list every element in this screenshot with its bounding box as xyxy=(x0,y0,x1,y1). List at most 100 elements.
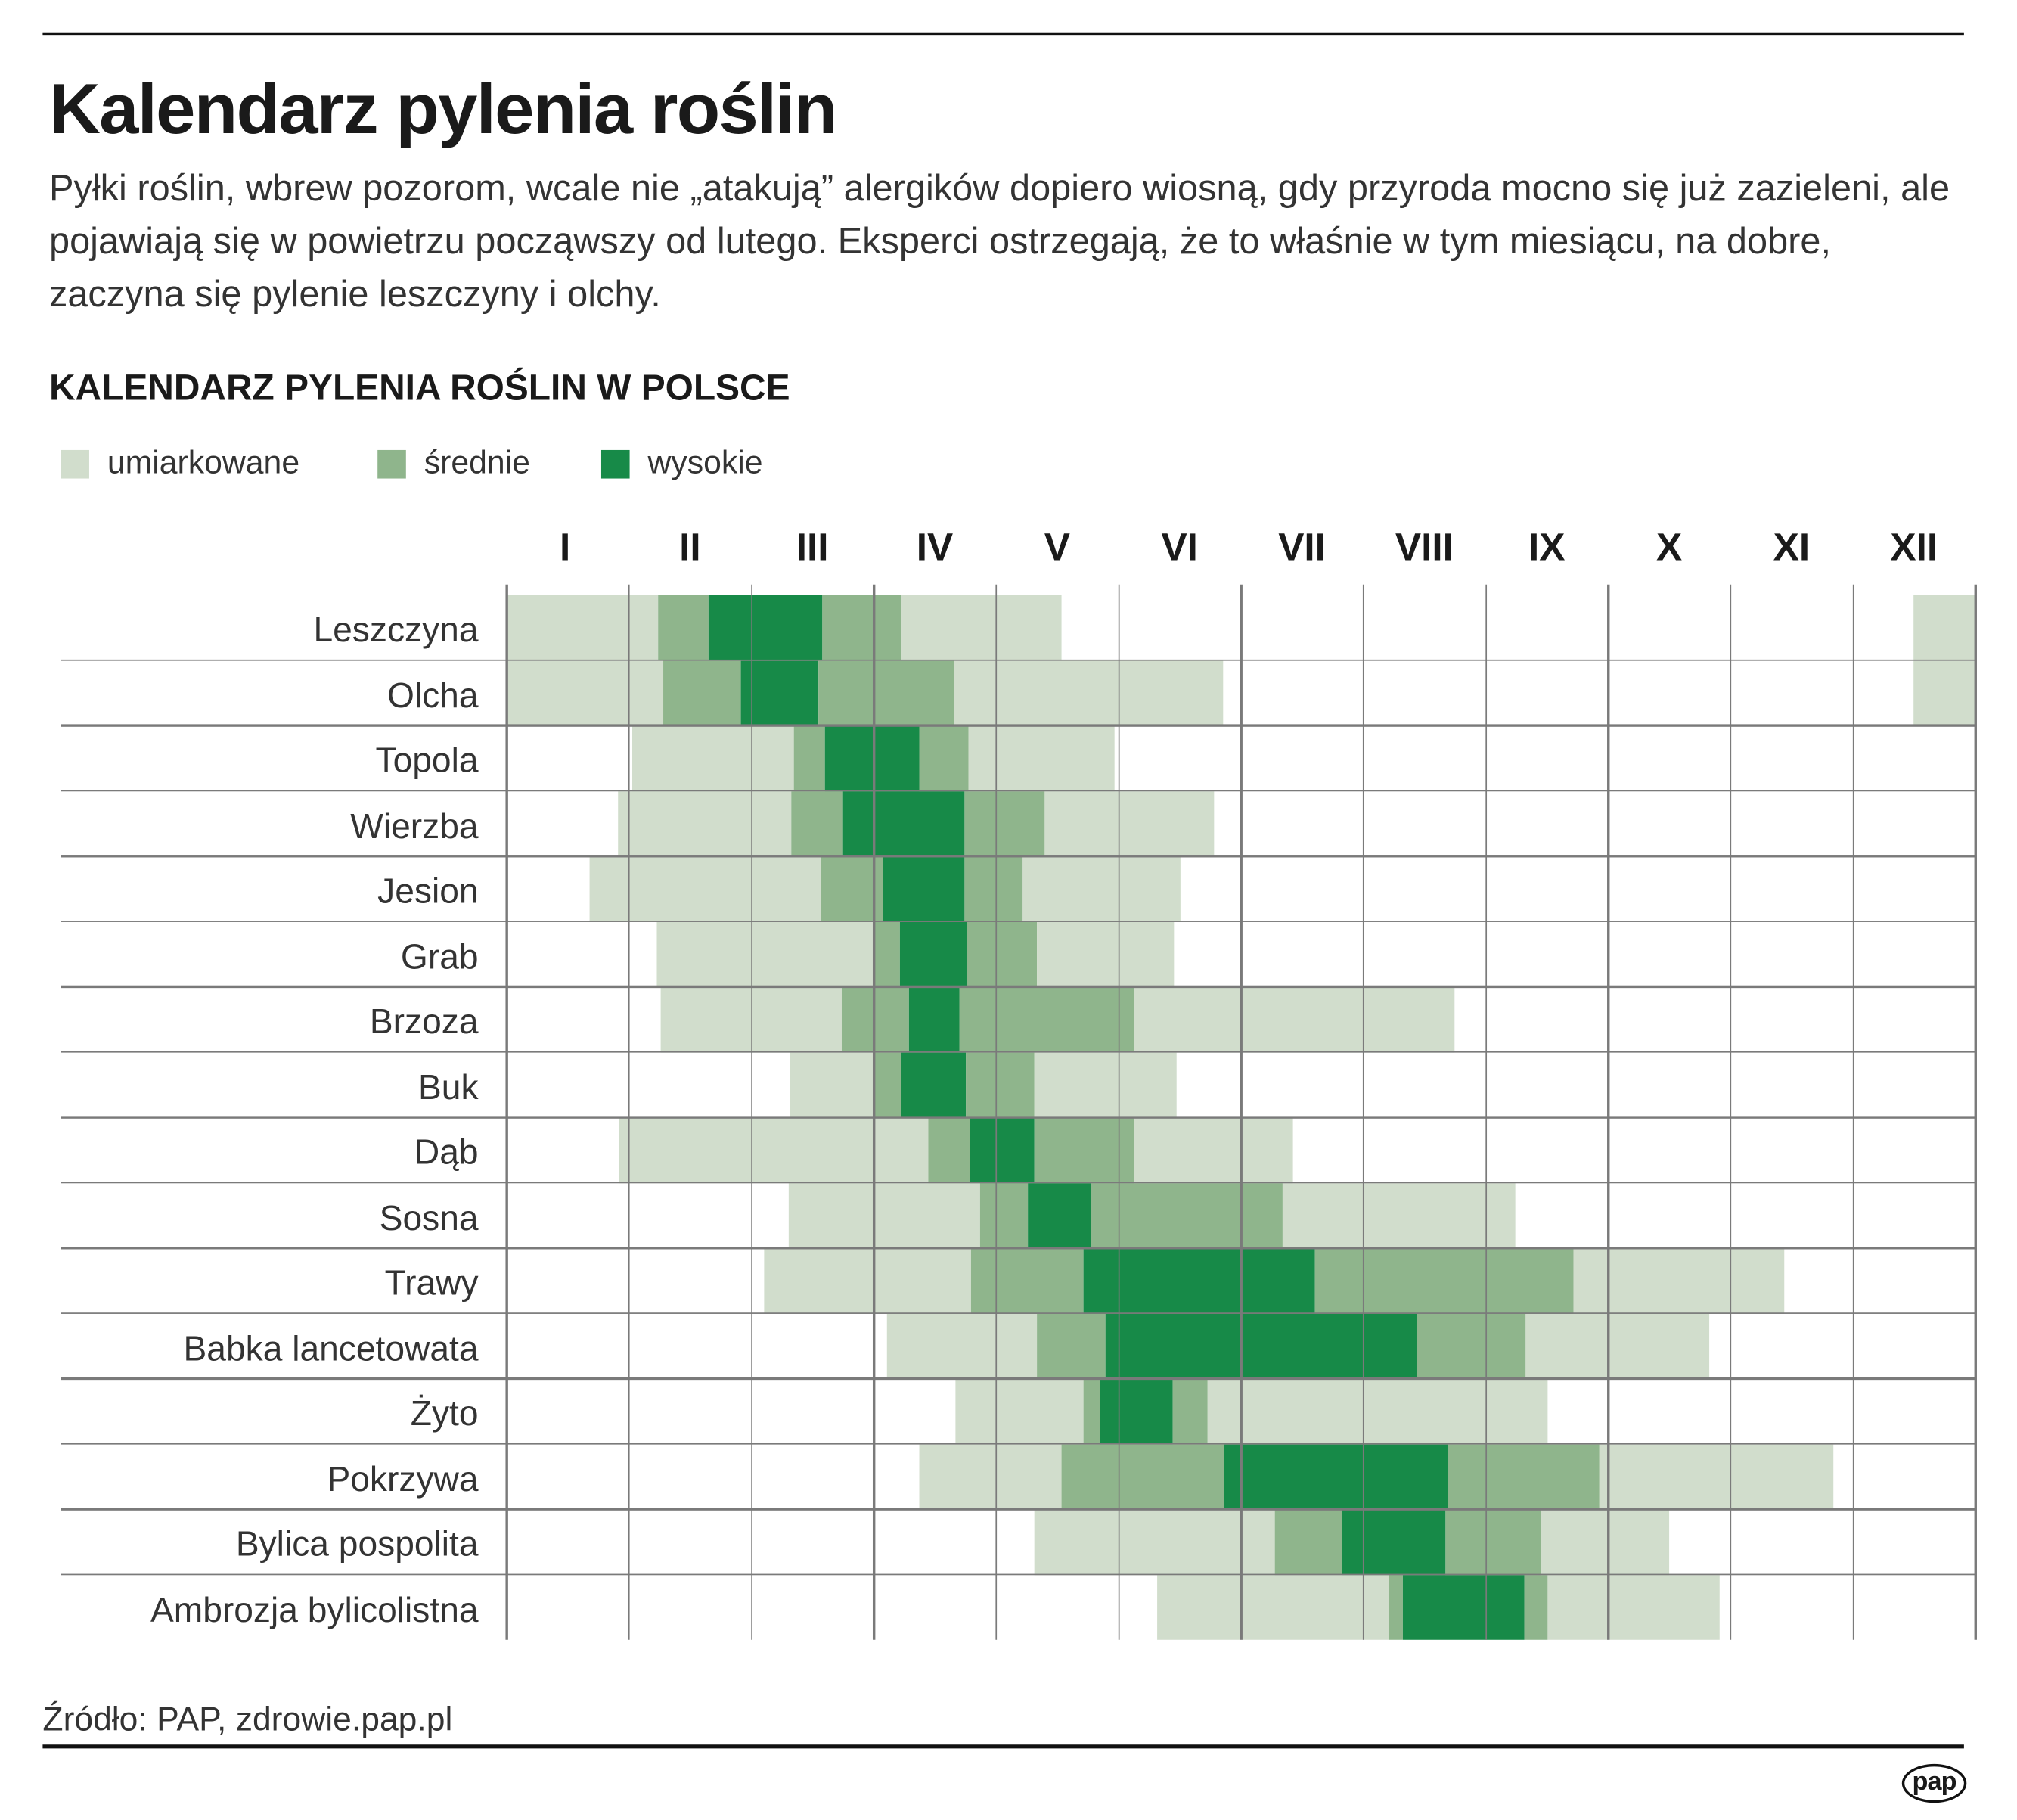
legend-swatch-medium xyxy=(377,449,406,478)
pollen-bar-moderate xyxy=(631,725,795,791)
pollen-bar-medium xyxy=(1448,1443,1600,1510)
pollen-bar-moderate xyxy=(1600,1443,1834,1510)
pollen-bar-moderate xyxy=(1156,1574,1389,1640)
pollen-bar-high xyxy=(883,856,965,922)
month-label: II xyxy=(679,526,701,570)
pollen-bar-high xyxy=(1105,1313,1418,1379)
pollen-bar-moderate xyxy=(618,790,791,856)
pollen-bar-moderate xyxy=(764,1247,971,1314)
pollen-bar-medium xyxy=(1091,1182,1283,1248)
pollen-bar-high xyxy=(843,790,965,856)
top-rule xyxy=(42,32,1964,36)
pollen-bar-moderate xyxy=(790,1051,874,1118)
pollen-bar-moderate xyxy=(956,1378,1084,1444)
pollen-bar-medium xyxy=(1445,1509,1541,1575)
pollen-bar-medium xyxy=(1524,1574,1547,1640)
plant-label: Bylica pospolita xyxy=(235,1524,479,1564)
legend-srednie: średnie xyxy=(377,445,530,483)
pollen-bar-moderate xyxy=(953,660,1223,726)
row-divider xyxy=(61,855,1976,858)
row-divider xyxy=(61,1051,1976,1054)
pollen-bar-medium xyxy=(1172,1378,1209,1444)
month-gridline xyxy=(505,584,508,1640)
plant-label: Topola xyxy=(375,741,479,780)
month-label: VII xyxy=(1278,526,1326,570)
pollen-bar-moderate xyxy=(1034,1509,1274,1575)
row-divider xyxy=(61,920,1976,923)
pollen-bar-high xyxy=(1028,1182,1091,1248)
pollen-bar-moderate xyxy=(1913,595,1976,660)
pollen-bar-high xyxy=(740,660,819,726)
pollen-bar-moderate xyxy=(1022,856,1181,922)
pollen-bar-moderate xyxy=(507,595,659,660)
pollen-bar-moderate xyxy=(590,856,822,922)
pollen-bar-moderate xyxy=(1913,660,1976,726)
bottom-rule xyxy=(42,1744,1964,1748)
pollen-bar-moderate xyxy=(919,1443,1062,1510)
plant-label: Trawy xyxy=(384,1263,479,1303)
pollen-bar-high xyxy=(1224,1443,1448,1510)
pollen-bar-medium xyxy=(959,986,1134,1052)
pollen-bar-moderate xyxy=(507,660,664,726)
pollen-bar-high xyxy=(1100,1378,1173,1444)
pollen-bar-medium xyxy=(794,725,825,791)
pollen-bar-medium xyxy=(980,1182,1029,1248)
row-divider xyxy=(61,1443,1976,1446)
pollen-bar-high xyxy=(824,725,920,791)
month-gridline xyxy=(995,584,998,1640)
month-label: XI xyxy=(1773,526,1811,570)
pollen-bar-high xyxy=(709,595,823,660)
legend-wysokie: wysokie xyxy=(600,445,763,483)
chart-title: KALENDARZ PYLENIA ROŚLIN W POLSCE xyxy=(48,367,790,408)
pollen-bar-moderate xyxy=(901,595,1062,660)
month-label: VIII xyxy=(1395,526,1454,570)
plant-label: Grab xyxy=(400,936,479,976)
pollen-bar-medium xyxy=(970,1247,1084,1314)
pollen-bar-high xyxy=(1341,1509,1446,1575)
month-label: IV xyxy=(916,526,954,570)
plant-label: Pokrzywa xyxy=(327,1459,479,1499)
plant-label: Babka lancetowata xyxy=(183,1328,479,1368)
legend-label: wysokie xyxy=(647,445,763,481)
pollen-bar-moderate xyxy=(788,1182,981,1248)
pollen-bar-medium xyxy=(1034,1117,1134,1183)
plant-label: Sosna xyxy=(379,1197,479,1238)
pollen-bar-moderate xyxy=(968,725,1114,791)
pollen-bar-medium xyxy=(1036,1313,1106,1379)
pollen-bar-high xyxy=(1083,1247,1315,1314)
month-gridline xyxy=(1485,584,1488,1640)
pollen-bar-high xyxy=(1402,1574,1525,1640)
month-gridline xyxy=(1607,584,1610,1640)
row-divider xyxy=(61,1182,1976,1184)
page-title: Kalendarz pylenia roślin xyxy=(48,68,837,149)
plant-label: Wierzba xyxy=(350,806,479,846)
month-gridline xyxy=(1730,584,1732,1640)
pollen-bar-medium xyxy=(964,790,1044,856)
pollen-bar-moderate xyxy=(887,1313,1037,1379)
legend-label: umiarkowane xyxy=(107,445,300,481)
pollen-bar-medium xyxy=(919,725,969,791)
row-divider xyxy=(61,724,1976,727)
month-gridline xyxy=(628,584,631,1640)
pollen-bar-medium xyxy=(1061,1443,1224,1510)
pollen-bar-medium xyxy=(658,595,709,660)
plant-label: Ambrozja bylicolistna xyxy=(150,1589,479,1629)
row-divider xyxy=(61,790,1976,792)
plant-label: Dąb xyxy=(414,1132,479,1172)
pollen-bar-medium xyxy=(873,921,900,987)
pollen-bar-moderate xyxy=(1208,1378,1547,1444)
month-gridline xyxy=(1852,584,1854,1640)
source-note: Źródło: PAP, zdrowie.pap.pl xyxy=(42,1699,453,1738)
pollen-bar-moderate xyxy=(657,921,874,987)
pollen-bar-moderate xyxy=(1547,1574,1720,1640)
legend-swatch-light xyxy=(61,449,89,478)
row-divider xyxy=(61,1573,1976,1576)
pollen-bar-moderate xyxy=(1572,1247,1785,1314)
pollen-bar-medium xyxy=(1083,1378,1101,1444)
lead-text: Pyłki roślin, wbrew pozorom, wcale nie „… xyxy=(48,168,1950,316)
pollen-bar-medium xyxy=(927,1117,970,1183)
plant-label: Brzoza xyxy=(369,1002,479,1042)
plant-label: Olcha xyxy=(386,676,479,715)
pollen-bar-moderate xyxy=(1541,1509,1670,1575)
pollen-bar-moderate xyxy=(1133,1117,1293,1183)
